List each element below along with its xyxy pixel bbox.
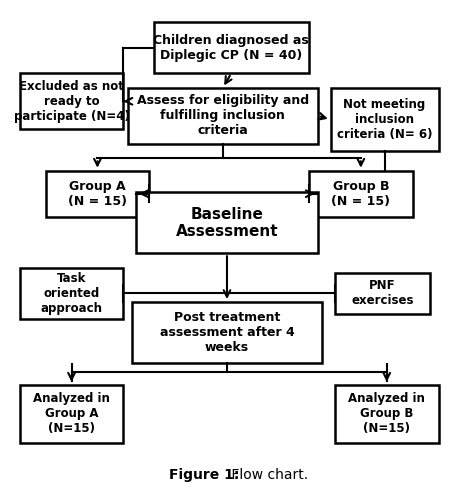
Text: Not meeting
inclusion
criteria (N= 6): Not meeting inclusion criteria (N= 6) [337, 98, 432, 141]
Bar [20, 268, 123, 319]
Text: Analyzed in
Group A
(N=15): Analyzed in Group A (N=15) [33, 392, 110, 435]
Bar [331, 88, 439, 151]
Bar [136, 192, 318, 253]
Text: Children diagnosed as
Diplegic CP (N = 40): Children diagnosed as Diplegic CP (N = 4… [153, 34, 309, 62]
Text: Excluded as not
ready to
participate (N=4): Excluded as not ready to participate (N=… [14, 80, 130, 123]
Bar [20, 385, 123, 443]
Text: Task
oriented
approach: Task oriented approach [40, 272, 103, 315]
Bar [335, 273, 430, 314]
Text: Figure 1:: Figure 1: [169, 467, 239, 482]
Text: Post treatment
assessment after 4
weeks: Post treatment assessment after 4 weeks [160, 311, 294, 354]
Bar [45, 171, 149, 217]
Text: Group A
(N = 15): Group A (N = 15) [68, 180, 127, 208]
Bar [132, 302, 322, 363]
Text: Assess for eligibility and
fulfilling inclusion
criteria: Assess for eligibility and fulfilling in… [137, 94, 309, 137]
Bar [20, 73, 123, 129]
Text: Baseline
Assessment: Baseline Assessment [176, 207, 278, 239]
Bar [153, 22, 309, 73]
Bar [335, 385, 439, 443]
Text: Group B
(N = 15): Group B (N = 15) [331, 180, 390, 208]
Text: Analyzed in
Group B
(N=15): Analyzed in Group B (N=15) [348, 392, 425, 435]
Text: Flow chart.: Flow chart. [227, 467, 308, 482]
Bar [128, 88, 318, 144]
Bar [309, 171, 413, 217]
Text: PNF
exercises: PNF exercises [351, 279, 414, 308]
